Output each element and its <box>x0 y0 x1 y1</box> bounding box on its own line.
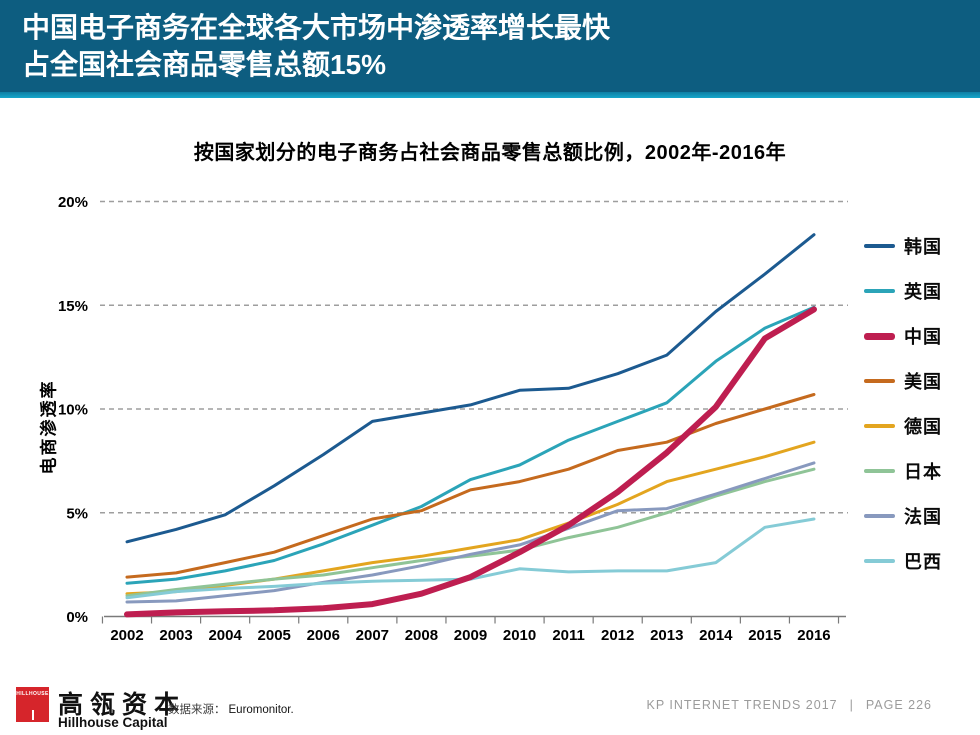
y-tick-label: 0% <box>66 609 88 626</box>
data-source: 数据来源： Euromonitor. <box>168 701 294 717</box>
data-source-label: 数据来源： <box>168 704 226 716</box>
x-tick-label: 2010 <box>503 627 536 644</box>
x-tick-label: 2007 <box>356 627 389 644</box>
legend-swatch-south-korea <box>864 244 895 248</box>
legend-swatch-germany <box>864 424 895 428</box>
x-tick-label: 2002 <box>110 627 143 644</box>
header-title-line1: 中国电子商务在全球各大市场中渗透率增长最快 <box>22 12 611 43</box>
chart-title: 按国家划分的电子商务占社会商品零售总额比例，2002年-2016年 <box>193 142 787 164</box>
hillhouse-logo-tick <box>31 710 34 720</box>
legend-label-germany: 德国 <box>904 417 942 437</box>
series-line-uk <box>125 305 816 585</box>
legend-label-us: 美国 <box>904 372 942 392</box>
legend-swatch-japan <box>864 469 895 473</box>
legend-label-france: 法国 <box>904 507 942 527</box>
x-tick-label: 2006 <box>307 627 340 644</box>
series-line-south-korea <box>125 233 816 544</box>
legend-item-brazil: 巴西 <box>864 549 942 573</box>
x-tick-label: 2013 <box>650 627 683 644</box>
legend-item-france: 法国 <box>864 504 942 528</box>
legend-item-china: 中国 <box>864 324 942 348</box>
header-banner: 中国电子商务在全球各大市场中渗透率增长最快 占全国社会商品零售总额15% <box>0 0 980 98</box>
footer: HILLHOUSE 高瓴资本 Hillhouse Capital 数据来源： Eu… <box>0 673 980 735</box>
y-tick-label: 20% <box>58 194 88 211</box>
y-tick-label: 15% <box>58 298 88 315</box>
page-ref-separator: | <box>849 698 854 712</box>
hillhouse-logo-wordmark: HILLHOUSE <box>16 691 49 697</box>
deck-name: KP INTERNET TRENDS 2017 <box>646 698 838 712</box>
header-accent-stripe <box>0 92 980 98</box>
legend-label-south-korea: 韩国 <box>904 237 942 257</box>
logo-chinese-name: 高瓴资本 <box>58 691 187 719</box>
legend-label-brazil: 巴西 <box>904 552 942 572</box>
legend-item-south-korea: 韩国 <box>864 234 942 258</box>
x-tick-label: 2016 <box>797 627 830 644</box>
y-tick-label: 10% <box>58 402 88 419</box>
legend-swatch-brazil <box>864 559 895 563</box>
legend-swatch-uk <box>864 289 895 293</box>
chart-legend: 韩国英国中国美国德国日本法国巴西 <box>864 234 942 594</box>
legend-swatch-france <box>864 514 895 518</box>
legend-item-japan: 日本 <box>864 459 942 483</box>
series-line-japan <box>125 467 816 598</box>
x-tick-label: 2009 <box>454 627 487 644</box>
legend-item-germany: 德国 <box>864 414 942 438</box>
x-tick-label: 2014 <box>699 627 733 644</box>
header-title-line2: 占全国社会商品零售总额15% <box>22 49 387 80</box>
x-tick-label: 2008 <box>405 627 438 644</box>
line-chart: 0% 5% 10% 15% 20% 2002 2003 2004 2005 2006 2007 200… <box>58 194 848 644</box>
x-tick-label: 2003 <box>159 627 192 644</box>
page-reference: KP INTERNET TRENDS 2017 | PAGE 226 <box>646 698 932 712</box>
series-line-china <box>124 306 817 618</box>
hillhouse-logo: HILLHOUSE <box>16 687 49 722</box>
legend-label-uk: 英国 <box>904 282 942 302</box>
legend-item-uk: 英国 <box>864 279 942 303</box>
legend-label-china: 中国 <box>904 327 942 347</box>
series-line-france <box>125 461 816 604</box>
legend-label-japan: 日本 <box>904 462 942 482</box>
x-tick-label: 2011 <box>552 627 585 644</box>
data-source-value: Euromonitor. <box>228 704 294 716</box>
series-line-us <box>125 393 816 579</box>
x-tick-label: 2004 <box>208 627 242 644</box>
x-tick-label: 2012 <box>601 627 634 644</box>
x-tick-label: 2005 <box>258 627 291 644</box>
logo-english-name: Hillhouse Capital <box>58 715 168 730</box>
y-tick-label: 5% <box>66 505 88 522</box>
legend-swatch-us <box>864 379 895 383</box>
x-tick-label: 2015 <box>748 627 781 644</box>
y-axis-title: 电商渗透率 <box>39 379 59 475</box>
legend-item-us: 美国 <box>864 369 942 393</box>
page-number: PAGE 226 <box>865 698 932 712</box>
legend-swatch-china <box>864 332 895 340</box>
